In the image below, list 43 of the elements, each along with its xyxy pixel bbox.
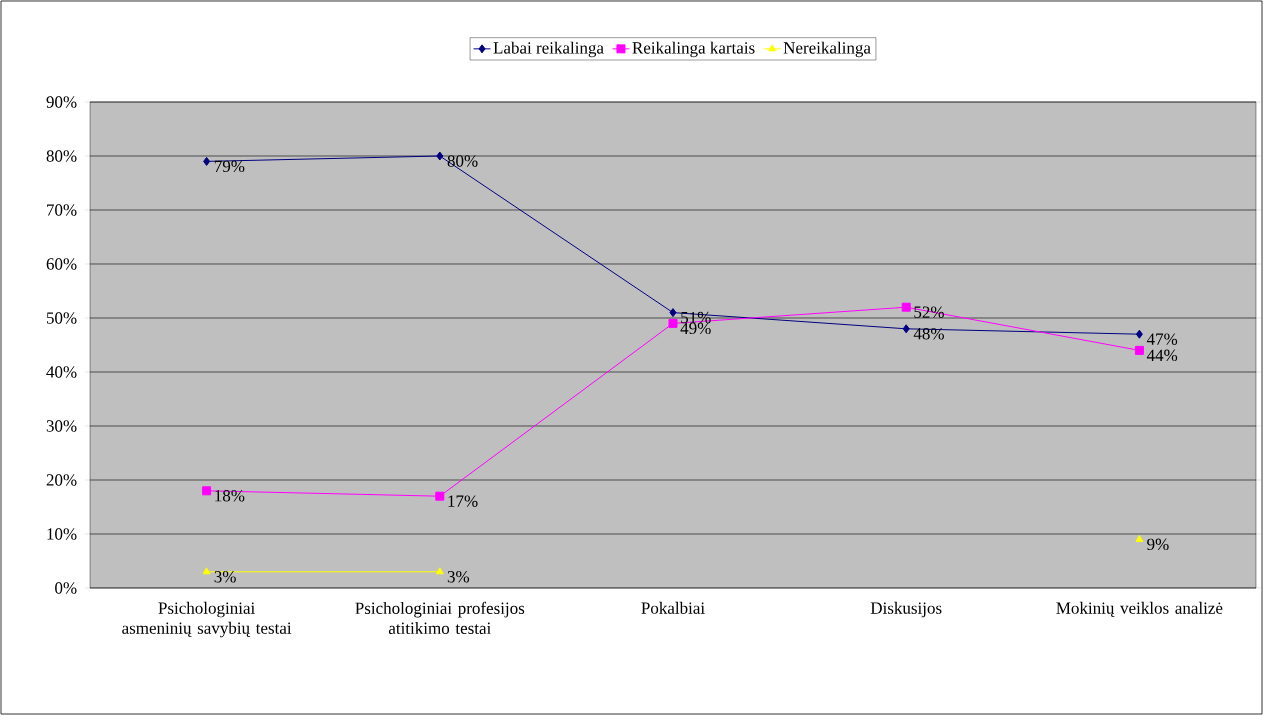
data-label: 17% (448, 495, 478, 507)
data-label: 18% (215, 489, 245, 502)
y-tick-label: 80% (46, 150, 77, 162)
point (1135, 534, 1144, 542)
data-label: 79% (214, 160, 245, 173)
point (435, 491, 445, 501)
point (668, 318, 678, 328)
y-tick-label: 60% (46, 258, 77, 270)
point (669, 308, 677, 318)
x-tick-label: Psichologiniai profesijos atitikimo testai (355, 601, 525, 635)
point (1134, 345, 1144, 355)
point (435, 567, 444, 575)
y-tick-label: 90% (46, 96, 77, 108)
y-tick-label: 50% (46, 312, 77, 324)
point (203, 156, 211, 166)
y-tick-label: 70% (47, 204, 77, 216)
data-label: 49% (680, 322, 711, 335)
y-tick-label: 10% (47, 528, 77, 540)
point (202, 486, 212, 496)
data-label: 3% (214, 570, 236, 583)
data-label: 44% (1146, 349, 1178, 362)
data-label: 47% (1146, 333, 1178, 345)
y-tick-label: 30% (46, 420, 77, 432)
legend-label: Reikalinga kartais (632, 41, 755, 58)
x-tick-label: Diskusijos (870, 601, 942, 618)
point (436, 151, 444, 161)
legend-label: Labai reikalinga (493, 41, 604, 58)
y-tick-label: 0% (55, 582, 77, 594)
data-label: 80% (447, 155, 478, 167)
x-tick-label: Pokalbiai (641, 601, 705, 614)
data-label: 3% (447, 570, 470, 583)
x-tick-label: Psichologiniai asmeninių savybių testai (122, 601, 292, 638)
y-tick-label: 40% (46, 366, 77, 378)
point (901, 302, 911, 312)
point (902, 324, 910, 334)
point (202, 567, 211, 575)
legend-label: Nereikalinga (783, 41, 871, 58)
data-label: 9% (1147, 538, 1169, 551)
x-tick-label: Mokinių veiklos analizė (1056, 601, 1223, 617)
data-label: 51% (681, 311, 711, 324)
point (1135, 329, 1143, 339)
y-tick-label: 20% (46, 474, 77, 486)
data-label: 48% (913, 327, 944, 340)
